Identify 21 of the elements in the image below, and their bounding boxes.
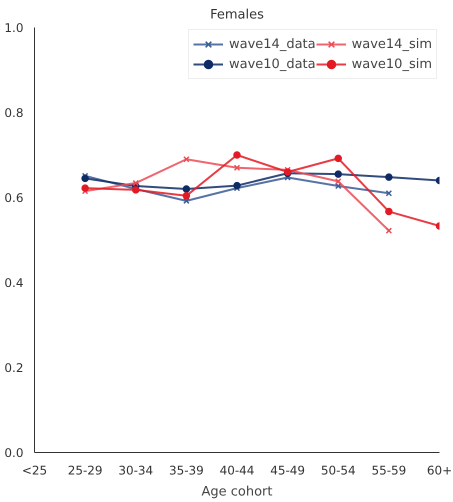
x-tick-label: 25-29 bbox=[68, 464, 103, 478]
legend-label: wave10_sim bbox=[352, 56, 432, 72]
x-axis-title: Age cohort bbox=[201, 484, 273, 500]
x-tick-label: 55-59 bbox=[371, 464, 406, 478]
x-tick-label: 60+ bbox=[426, 464, 452, 478]
legend-label: wave14_sim bbox=[352, 36, 432, 52]
legend-label: wave14_data bbox=[228, 36, 316, 52]
x-tick-label: 45-49 bbox=[270, 464, 306, 478]
x-tick-label: 30-34 bbox=[118, 464, 154, 478]
x-tick-label: <25 bbox=[22, 464, 48, 478]
y-tick-label: 0.6 bbox=[4, 191, 24, 205]
x-tick-label: 50-54 bbox=[320, 464, 356, 478]
y-tick-label: 1.0 bbox=[4, 21, 24, 35]
x-tick-label: 35-39 bbox=[168, 464, 204, 478]
chart-title: Females bbox=[210, 8, 264, 22]
legend-label: wave10_data bbox=[228, 56, 316, 72]
y-tick-label: 0.2 bbox=[4, 361, 24, 375]
y-tick-label: 0.8 bbox=[4, 106, 24, 120]
x-tick-label: 40-44 bbox=[220, 464, 254, 478]
y-tick-label: 0.0 bbox=[4, 446, 24, 460]
y-tick-label: 0.4 bbox=[4, 276, 24, 290]
